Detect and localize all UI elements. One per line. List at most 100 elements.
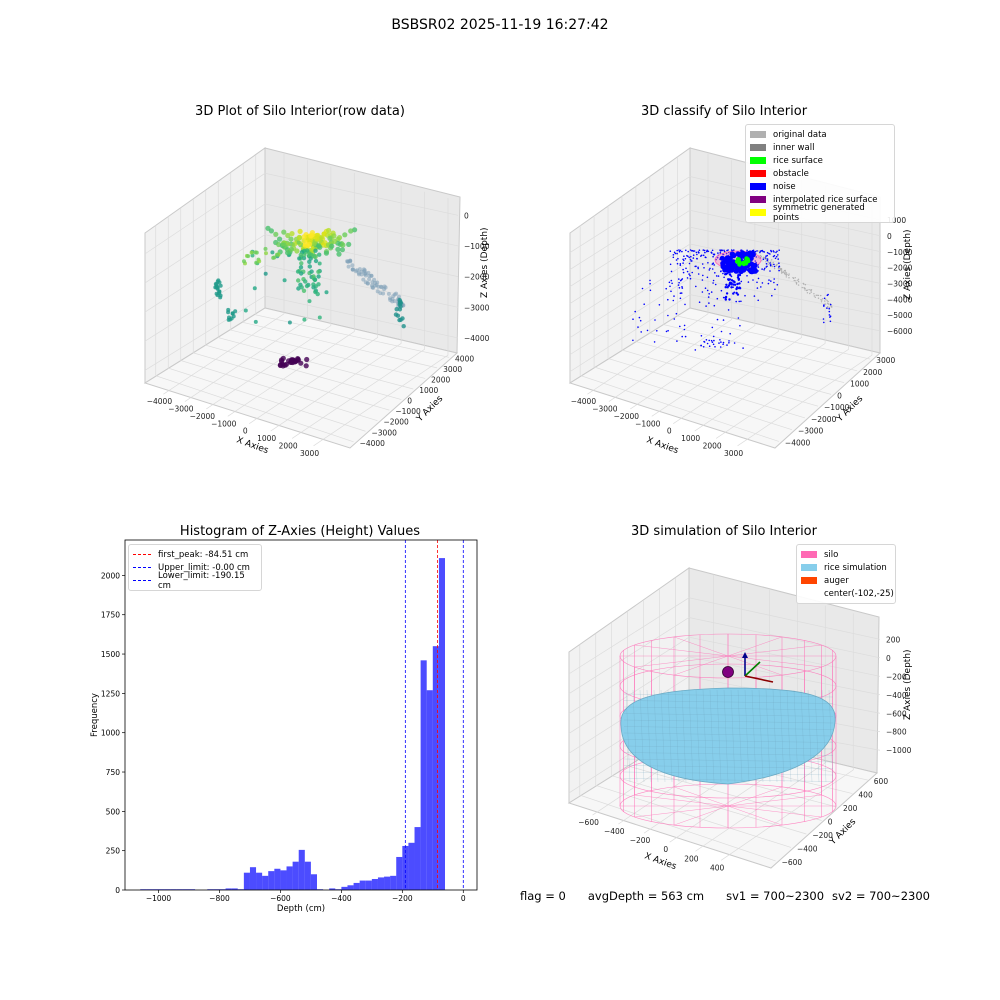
data-point: [361, 267, 366, 272]
grid-line: [255, 155, 450, 358]
data-point: [780, 268, 783, 270]
data-point: [691, 249, 694, 252]
rice-mesh-line: [625, 689, 631, 783]
data-point: [735, 272, 738, 274]
data-point: [328, 232, 334, 238]
data-point: [746, 254, 748, 257]
data-point: [676, 340, 678, 342]
x-tick-label: 0: [663, 845, 668, 854]
data-point: [722, 272, 724, 275]
data-point: [299, 285, 304, 290]
data-point: [316, 269, 321, 274]
data-point: [706, 276, 709, 279]
data-point: [312, 241, 318, 247]
legend-swatch: [750, 196, 766, 203]
data-point: [712, 343, 715, 346]
x-tick-label: −1000: [635, 419, 661, 428]
data-point: [770, 265, 772, 267]
data-point: [396, 297, 401, 302]
data-point: [311, 237, 317, 243]
data-point: [773, 281, 775, 284]
legend-swatch: [801, 564, 817, 571]
data-point: [698, 251, 700, 254]
grid-line: [569, 226, 882, 304]
histogram-bar: [390, 875, 397, 890]
data-point: [323, 249, 330, 255]
data-point: [679, 264, 682, 267]
data-point: [679, 263, 682, 265]
data-point: [678, 250, 681, 253]
data-point: [335, 240, 341, 246]
data-point: [724, 272, 728, 276]
data-point: [713, 304, 716, 307]
data-point: [737, 277, 741, 281]
data-point: [803, 283, 805, 285]
raw-axes-panes: [143, 147, 461, 449]
histogram-bar: [140, 889, 147, 890]
data-point: [336, 251, 342, 257]
data-point: [253, 319, 258, 324]
data-point: [218, 295, 223, 300]
data-point: [317, 268, 322, 274]
data-point: [775, 265, 777, 267]
data-point: [735, 251, 741, 257]
data-point: [250, 249, 255, 254]
data-point: [394, 307, 399, 312]
data-point: [727, 264, 733, 270]
data-point: [745, 255, 747, 258]
data-point: [298, 282, 303, 287]
data-point: [277, 236, 283, 242]
data-point: [275, 254, 280, 259]
data-point: [288, 241, 294, 247]
data-point: [717, 275, 720, 277]
data-point: [782, 271, 785, 273]
data-point: [393, 312, 399, 317]
data-point: [758, 250, 760, 252]
data-point: [315, 243, 321, 249]
histogram-bar: [225, 888, 232, 890]
data-point: [307, 247, 313, 254]
data-point: [728, 264, 731, 267]
data-point: [704, 251, 706, 254]
flag-text: flag = 0: [520, 889, 566, 903]
data-point: [808, 289, 810, 291]
data-point: [769, 253, 771, 255]
data-point: [706, 249, 708, 252]
data-point: [728, 263, 735, 269]
data-point: [398, 304, 403, 309]
grid-line: [291, 191, 425, 439]
rice-mesh-line: [623, 700, 834, 704]
data-point: [713, 253, 716, 256]
silo-wireframe-line: [673, 805, 729, 826]
data-point: [282, 362, 288, 368]
data-point: [689, 274, 691, 277]
data-point: [346, 241, 352, 247]
grid-line: [568, 597, 881, 675]
data-point: [264, 251, 268, 256]
legend-line: [133, 580, 151, 581]
data-point: [386, 291, 391, 296]
histogram-bar: [286, 866, 293, 890]
data-point: [383, 285, 388, 290]
data-point: [705, 339, 708, 341]
data-point: [784, 271, 787, 273]
grid-line: [167, 216, 366, 432]
data-point: [748, 268, 754, 275]
data-point: [672, 256, 675, 259]
rice-mesh-line: [786, 689, 792, 783]
data-point: [720, 289, 723, 292]
y-tick-label: 3000: [876, 356, 895, 365]
data-point: [729, 263, 736, 269]
data-point: [748, 255, 754, 261]
data-point: [323, 250, 329, 256]
data-point: [673, 295, 675, 297]
histogram-bar: [377, 877, 385, 890]
data-point: [773, 263, 775, 266]
data-point: [737, 262, 739, 264]
data-point: [742, 263, 748, 269]
data-point: [703, 341, 706, 343]
data-point: [288, 246, 294, 252]
grid-line: [737, 198, 873, 447]
data-point: [313, 289, 318, 295]
data-point: [724, 298, 727, 301]
